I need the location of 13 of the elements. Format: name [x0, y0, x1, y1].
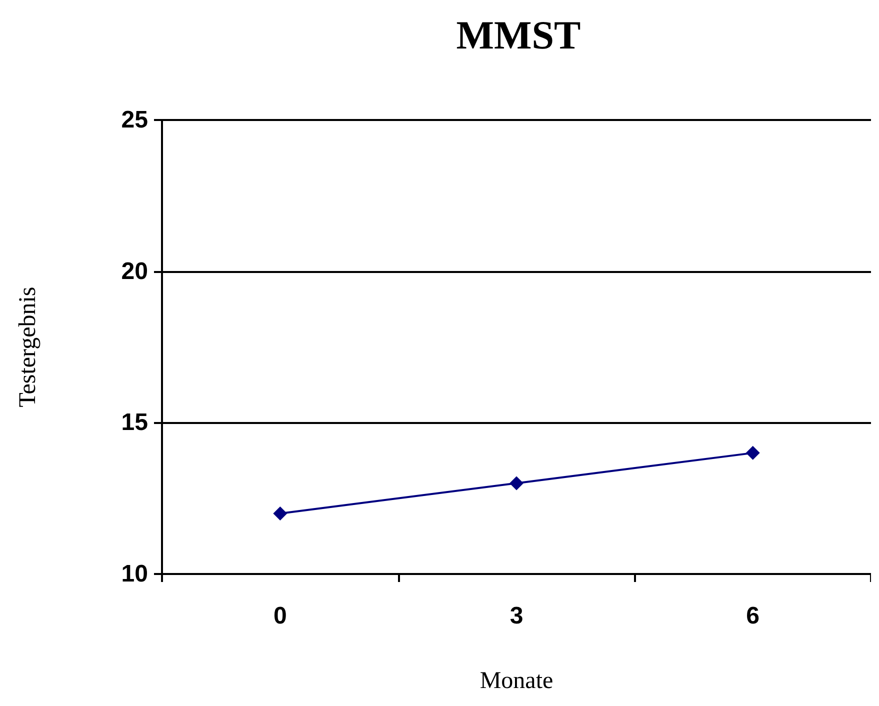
point [746, 446, 760, 460]
x-axis-title: Monate [480, 668, 554, 694]
y-tick-label: 15 [121, 409, 148, 436]
point [510, 476, 524, 490]
y-axis-title: Testergebnis [15, 286, 41, 408]
x-tick-label: 6 [746, 602, 760, 630]
y-tick-label: 10 [121, 560, 148, 588]
point [273, 506, 288, 520]
x-tick-label: 3 [510, 602, 524, 630]
y-tick-label: 20 [121, 258, 148, 285]
chart-title: MMST [456, 12, 582, 58]
y-tick-label: 25 [121, 106, 148, 134]
x-tick-label: 0 [273, 602, 287, 630]
